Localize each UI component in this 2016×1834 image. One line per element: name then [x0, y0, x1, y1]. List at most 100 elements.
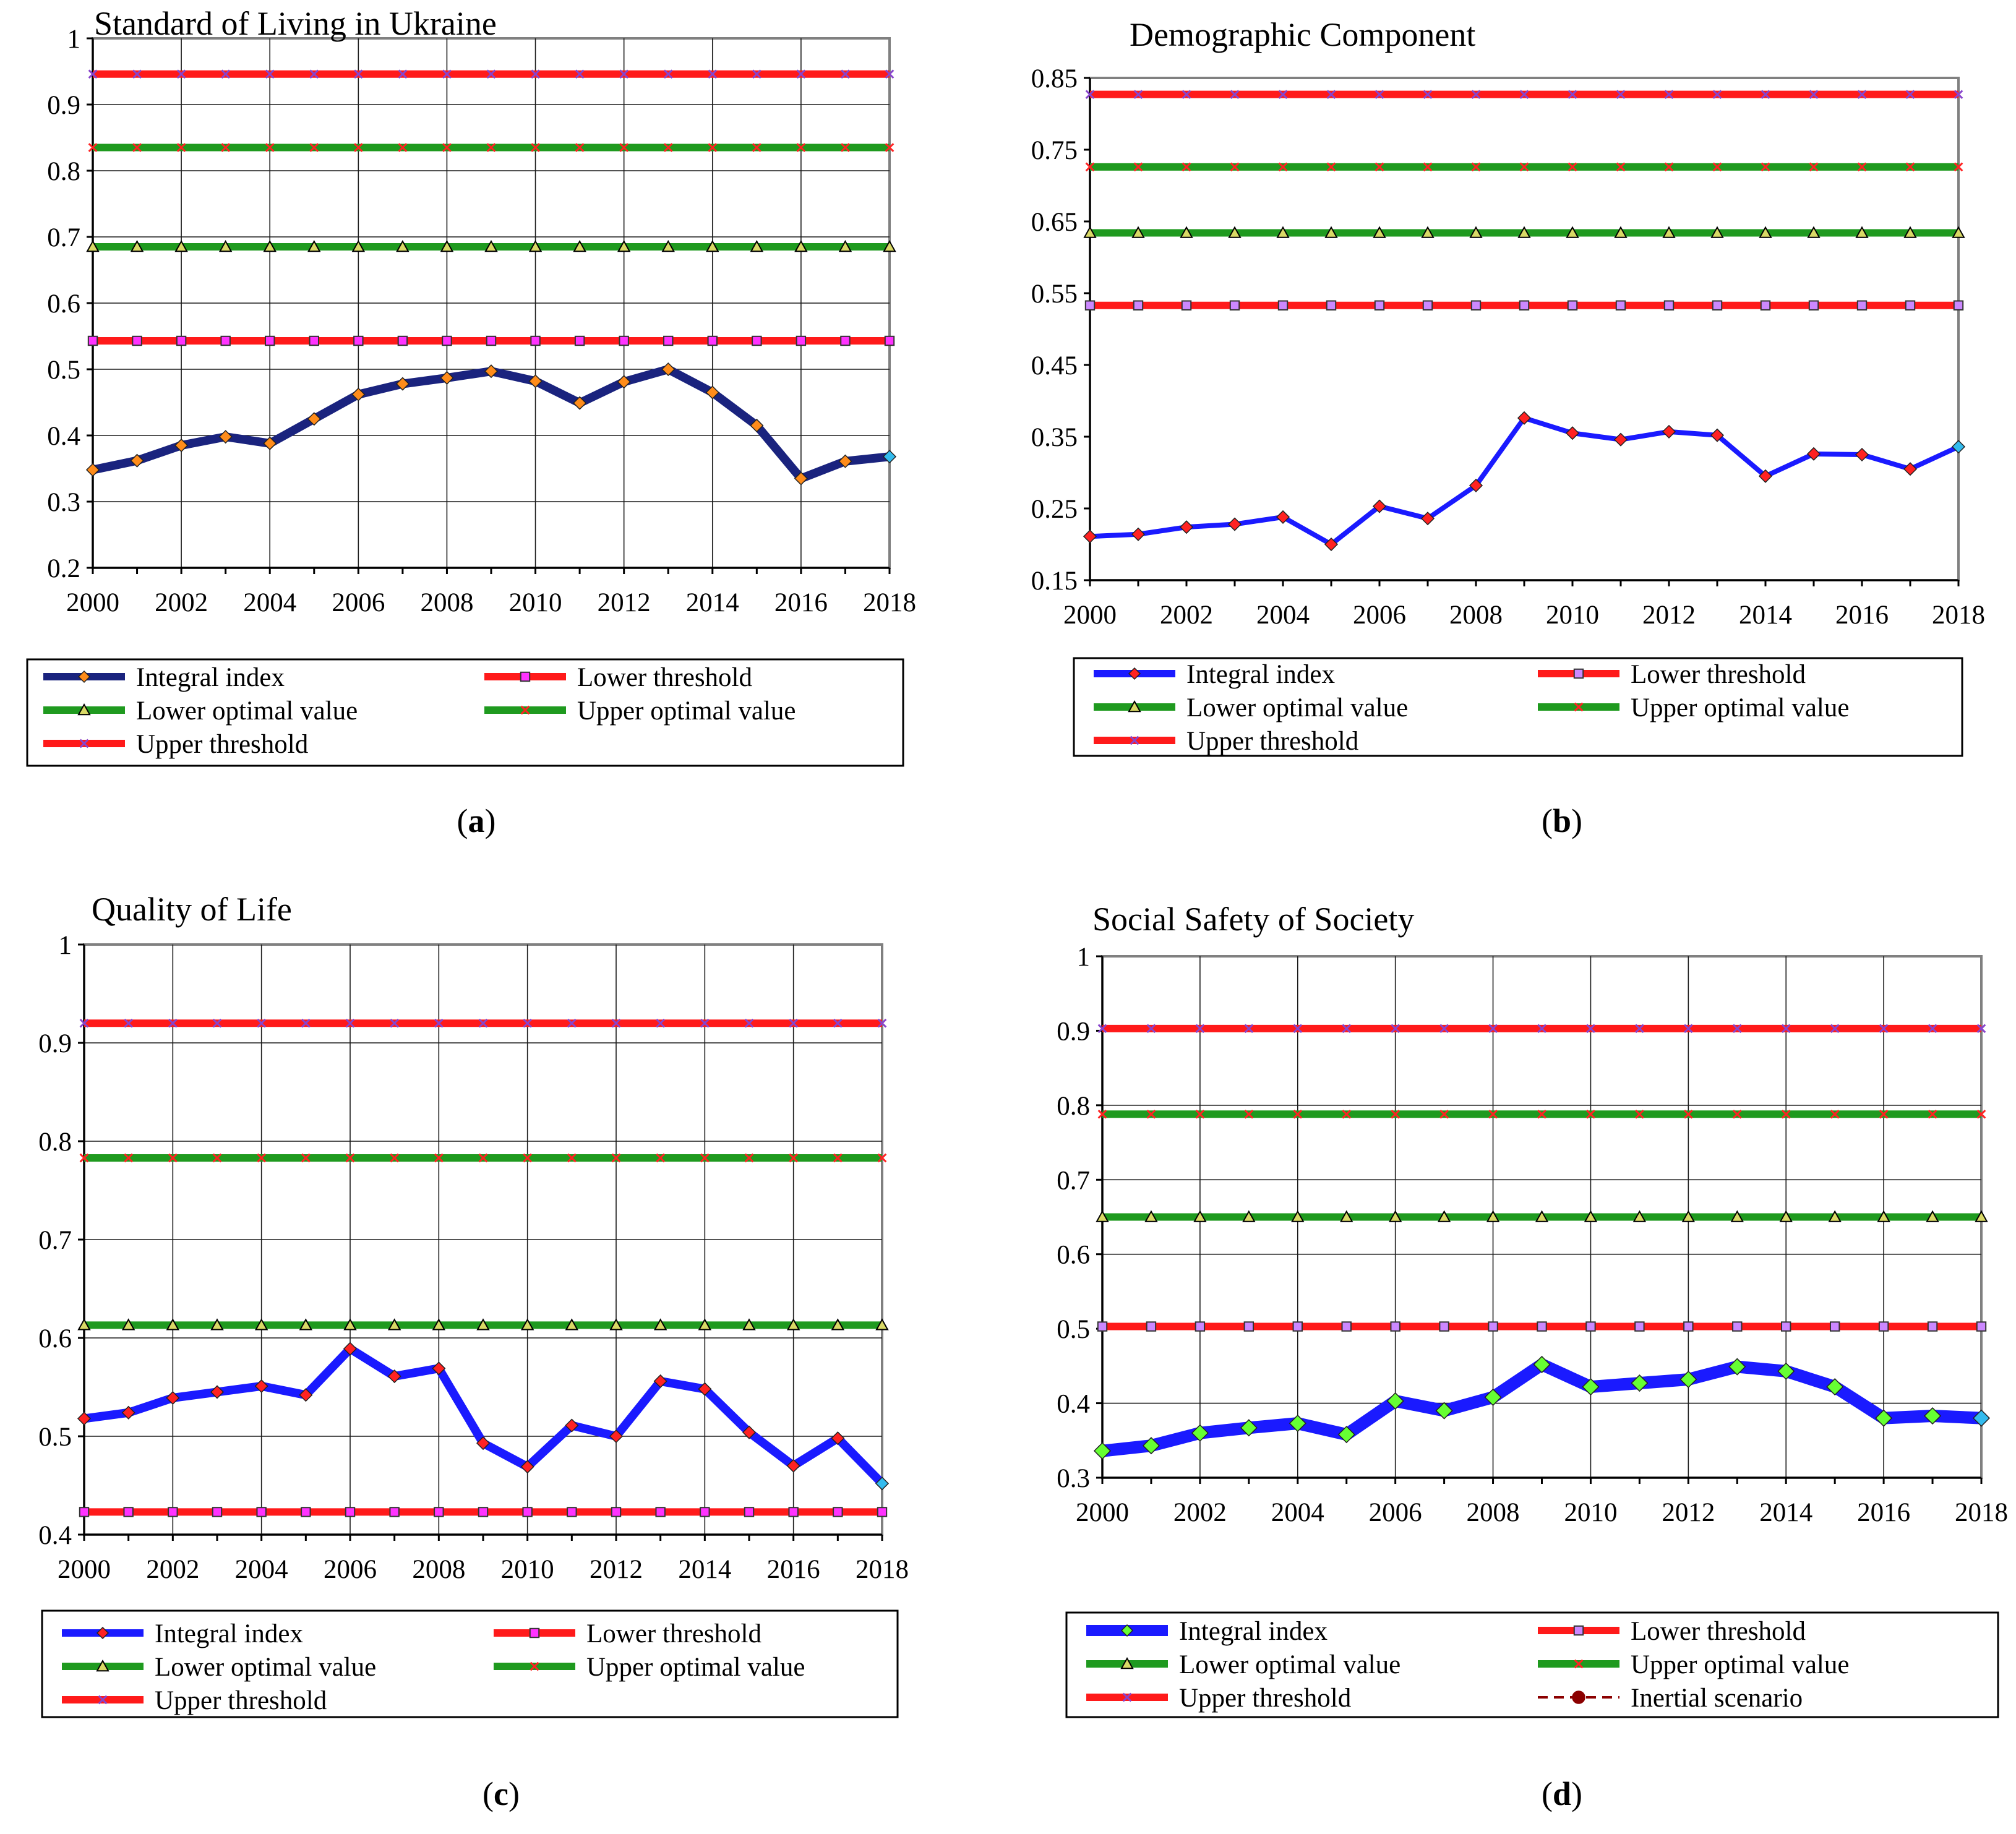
chart-a-upper-optimal-value-point: [88, 143, 98, 152]
chart-b-integral-index-point: [1131, 527, 1146, 541]
chart-a-upper-threshold-point: [708, 69, 718, 79]
chart-d-xtick-label: 2012: [1662, 1498, 1715, 1527]
chart-a-upper-threshold-point: [885, 69, 894, 79]
chart-d-upper-threshold-point: [1683, 1024, 1693, 1034]
chart-a-upper-threshold-point: [486, 69, 496, 79]
chart-d-upper-threshold-point: [1537, 1024, 1546, 1034]
chart-b-upper-optimal-value-point: [1712, 162, 1722, 172]
chart-b-lower-optimal-value-point: [1952, 226, 1965, 238]
chart-a-upper-threshold-point: [531, 69, 540, 79]
chart-d-lower-threshold-point: [1146, 1321, 1157, 1332]
chart-c-integral-index-point: [653, 1374, 667, 1389]
chart-d-upper-threshold-point: [1928, 1024, 1937, 1034]
chart-d-lower-threshold-point: [1390, 1321, 1400, 1332]
chart-d-lower-threshold-point: [1243, 1321, 1255, 1332]
chart-c-ytick-label: 0.9: [38, 1029, 72, 1058]
chart-c-upper-optimal-value-point: [567, 1153, 577, 1163]
chart-c-xtick-label: 2000: [58, 1555, 111, 1584]
chart-a-legend-marker: [77, 670, 91, 683]
chart-d-lower-optimal-value-point: [1096, 1210, 1109, 1222]
chart-d-legend-label: Integral index: [1179, 1617, 1328, 1646]
chart-b-lower-optimal-value-point: [1903, 226, 1917, 238]
chart-c-integral-index-point: [875, 1476, 890, 1491]
chart-a-lower-optimal-value-point: [396, 239, 410, 252]
chart-c-integral-index-point: [299, 1388, 313, 1402]
chart-d-legend-item: Upper optimal value: [1538, 1650, 1849, 1679]
chart-b-lower-optimal-value-point: [1469, 226, 1483, 238]
chart-d-xtick-label: 2006: [1369, 1498, 1422, 1527]
chart-b-upper-optimal-value-point: [1230, 162, 1240, 172]
chart-d-xtick-label: 2002: [1173, 1498, 1227, 1527]
chart-c-integral-index-point: [520, 1460, 534, 1474]
chart-d-integral-index-point: [1777, 1362, 1795, 1380]
chart-b-upper-optimal-value-point: [1519, 162, 1529, 172]
chart-b-upper-threshold-point: [1857, 90, 1867, 100]
chart-c-lower-optimal-value-point: [77, 1318, 91, 1331]
chart-d-lower-threshold-point: [1585, 1321, 1596, 1332]
chart-c-upper-threshold-point: [390, 1018, 400, 1028]
chart-b-ytick-label: 0.35: [1031, 423, 1078, 452]
chart-a-integral-index-point: [440, 371, 454, 385]
chart-c-xtick-label: 2010: [501, 1555, 554, 1584]
chart-d-lower-threshold-point: [1292, 1321, 1303, 1332]
chart-d-lower-optimal-value-point: [1730, 1210, 1744, 1222]
chart-a-integral-index-point: [484, 364, 499, 379]
chart-d-upper-threshold-point: [1488, 1024, 1498, 1034]
chart-a-lower-threshold-point: [132, 335, 142, 346]
chart-b-upper-threshold-point: [1085, 90, 1095, 100]
chart-a-xtick-label: 2012: [598, 588, 651, 617]
chart-b-series-lower-optimal-value: [1083, 226, 1965, 238]
chart-c-integral-index-point: [831, 1431, 845, 1446]
chart-c-upper-threshold-point: [168, 1018, 178, 1028]
chart-c-integral-index-point: [343, 1342, 358, 1356]
chart-c-integral-index-point: [121, 1405, 135, 1420]
chart-a-upper-optimal-value-point: [176, 143, 186, 152]
chart-a-lower-optimal-value-point: [573, 239, 586, 252]
chart-c-lower-threshold-point: [79, 1507, 90, 1517]
chart-a-legend-marker: [77, 703, 91, 716]
chart-c-xtick-label: 2018: [856, 1555, 909, 1584]
chart-c-integral-index-point: [432, 1361, 446, 1376]
chart-d-upper-optimal-value-point: [1830, 1109, 1840, 1119]
chart-c-upper-optimal-value-point: [390, 1153, 400, 1163]
chart-a-upper-threshold-point: [841, 69, 850, 79]
chart-a-series-lower-threshold: [87, 335, 895, 346]
chart-a-upper-optimal-value-point: [221, 143, 231, 152]
chart-c-lower-threshold-point: [567, 1507, 577, 1517]
chart-b-legend-marker: [1130, 735, 1139, 745]
chart-d-upper-optimal-value-point: [1293, 1109, 1303, 1119]
chart-b-xtick-label: 2016: [1835, 601, 1889, 630]
chart-c-lower-threshold-point: [611, 1507, 622, 1517]
chart-d-upper-optimal-value-point: [1928, 1109, 1937, 1119]
chart-d-lower-threshold-point: [1439, 1321, 1449, 1332]
chart-b-lower-optimal-value-point: [1517, 226, 1531, 238]
chart-a-upper-threshold-point: [752, 69, 761, 79]
chart-c-lower-threshold-point: [700, 1507, 710, 1517]
chart-c-lower-optimal-value-point: [343, 1318, 357, 1331]
chart-a-subcaption-open: (: [457, 802, 468, 839]
chart-c-upper-threshold-point: [79, 1018, 89, 1028]
chart-c-lower-threshold-point: [168, 1507, 178, 1517]
chart-c-legend-item: Upper threshold: [62, 1686, 327, 1715]
chart-d-legend-marker: [1573, 1625, 1584, 1636]
chart-d-upper-threshold-point: [1635, 1024, 1644, 1034]
chart-b-upper-optimal-value-point: [1761, 162, 1770, 172]
chart-b-ytick-label: 0.85: [1031, 64, 1078, 93]
chart-b-upper-threshold-point: [1809, 90, 1819, 100]
chart-a-integral-index-point: [750, 418, 764, 433]
chart-d-upper-optimal-value-point: [1879, 1109, 1889, 1119]
chart-c-lower-threshold-point: [434, 1507, 444, 1517]
chart-c-integral-index-point: [609, 1429, 624, 1444]
chart-c-lower-threshold-point: [256, 1507, 267, 1517]
chart-a-integral-index-point: [85, 463, 100, 477]
chart-c-series-integral-index: [77, 1342, 890, 1491]
chart-b-series-upper-optimal-value: [1085, 162, 1963, 172]
chart-d-upper-threshold-point: [1439, 1024, 1449, 1034]
chart-b-lower-threshold-point: [1229, 300, 1240, 311]
chart-d-ytick-label: 0.8: [1057, 1092, 1090, 1121]
chart-a-lower-threshold-point: [707, 335, 718, 346]
chart-d-lower-threshold-point: [1488, 1321, 1498, 1332]
chart-d-integral-index-point: [1240, 1419, 1258, 1437]
chart-c-upper-threshold-point: [523, 1018, 533, 1028]
chart-c-lower-threshold-point: [389, 1507, 400, 1517]
